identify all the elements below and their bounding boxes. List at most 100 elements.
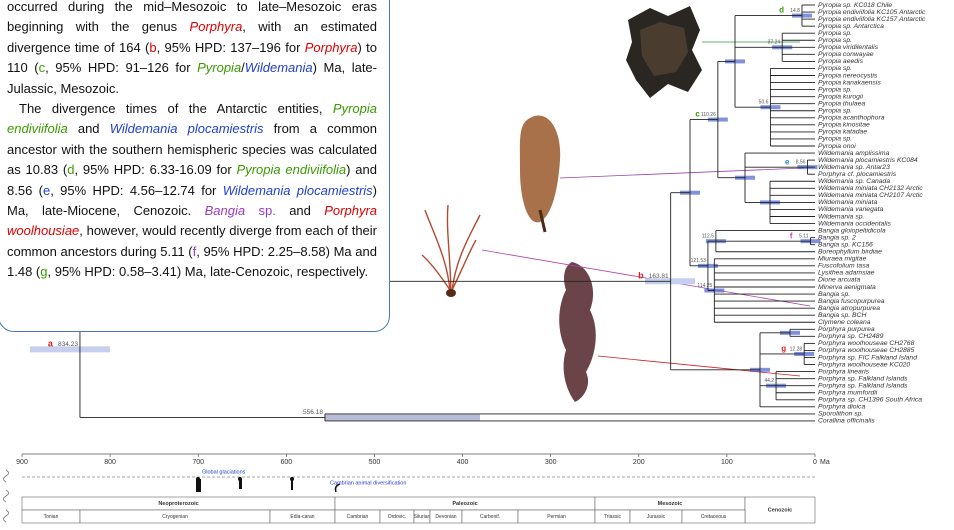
text-run: Pyropia [197, 60, 241, 75]
period-label: Carbonif. [480, 514, 500, 520]
text-run: Wildemania plocamiestris [110, 121, 264, 136]
taxon-label: Pyropia sp. Antarctica [818, 23, 884, 30]
taxon-label: Wildemania plocamiestris KC084 [818, 157, 918, 164]
node-age: 114.25 [697, 283, 712, 289]
node-age: 163.81 [649, 273, 669, 280]
taxon-label: Wildemania sp. Canada [818, 178, 890, 185]
taxon-label: Pyropia viridilentalis [818, 44, 879, 51]
text-box: occurred during the mid–Mesozoic to late… [0, 0, 390, 332]
taxon-label: Bangia sp. 2 [818, 234, 856, 241]
axis-unit: Ma [820, 459, 830, 466]
taxon-label: Wildemania variegata [818, 206, 884, 213]
taxon-label: Pyropia nereocystis [818, 72, 878, 79]
taxon-label: Pyropia kurogii [818, 93, 863, 100]
taxon-label: Wildemania sp. [818, 213, 865, 220]
taxon-label: Porphyra sp. FIC Falkland Island [818, 354, 917, 361]
taxon-label: Pyropia sp. [818, 136, 852, 143]
taxon-label: Corallina officinalis [818, 418, 875, 425]
taxon-label: Porphyra sp. Falkland Islands [818, 375, 908, 382]
taxon-label: Wildemania miniata CH2107 Arctic [818, 192, 923, 199]
taxon-label: Pyropia sp. [818, 30, 852, 37]
taxon-label: Pyropia sp. [818, 37, 852, 44]
tick-label: 100 [721, 459, 733, 466]
period-label: Devonian [435, 514, 456, 520]
taxon-label: Wildemania sp. Antar23 [818, 164, 890, 171]
taxon-label: Porphyra linearis [818, 368, 870, 375]
node-age: 50.6 [759, 100, 769, 106]
text-run: and [68, 121, 110, 136]
taxon-label: Porphyra sp. Falkland Islands [818, 382, 908, 389]
tick-label: 600 [280, 459, 292, 466]
period-label: Triassic [604, 514, 622, 520]
taxon-label: Pyropia endiviifolia KC157 Antarctic [818, 16, 926, 23]
text-run: , 95% HPD: 137–196 for [157, 40, 305, 55]
tick-label: 400 [457, 459, 469, 466]
taxon-label: Bangia gloiopeltidicola [818, 227, 886, 234]
hpd-bar [325, 414, 480, 420]
taxon-label: Minerva aenigmata [818, 284, 876, 291]
taxon-label: Bangia atropurpurea [818, 305, 880, 312]
taxon-label: Pyropia onoi [818, 143, 856, 150]
taxon-label: Clymene coleana [818, 319, 871, 326]
text-run: Wildemania plocamiestris [223, 183, 373, 198]
node-age: 14.8 [790, 8, 800, 14]
node-letter: d [779, 6, 784, 15]
text-run: sp. [245, 203, 276, 218]
taxon-label: Wildemania miniata CH2132 Arctic [818, 185, 923, 192]
node-letter: c [695, 110, 700, 119]
taxon-label: Bangia sp. KC156 [818, 241, 873, 248]
period-label: Cambrian [347, 514, 369, 520]
node-letter: f [790, 231, 793, 240]
node-age: 8.56 [796, 159, 806, 165]
annotation: Cambrian animal diversification [330, 480, 406, 486]
node-age: 5.11 [799, 234, 809, 240]
node-age: 110.26 [701, 112, 716, 118]
paragraph: occurred during the mid–Mesozoic to late… [7, 0, 377, 99]
node-age: 121.53 [691, 258, 707, 264]
text-run: , 95% HPD: 6.33-16.09 for [74, 162, 236, 177]
taxon-label: Dione arcuata [818, 277, 861, 284]
taxon-label: Bangia fuscopurpurea [818, 298, 885, 305]
tick-label: 500 [369, 459, 381, 466]
taxon-label: Porphyra cf. plocamiestris [818, 171, 897, 178]
text-run: , 95% HPD: 91–126 for [45, 60, 197, 75]
node-age: 37.24 [768, 40, 781, 46]
taxon-label: Pyropia acanthophora [818, 115, 885, 122]
period-label: Permian [547, 514, 566, 520]
taxon-label: Wildemania miniata [818, 199, 877, 206]
period-label: Silurian [414, 514, 431, 520]
taxon-label: Porphyra dioica [818, 404, 865, 411]
node-age: 112.5 [702, 234, 714, 240]
taxon-label: Wildemania occidentalis [818, 220, 891, 227]
taxon-label: Porphyra sp. CH1396 South Africa [818, 397, 922, 404]
specimen-photos [422, 6, 702, 402]
period-label: Cretaceous [701, 514, 727, 520]
taxon-label: Porphyra purpurea [818, 326, 875, 333]
taxon-label: Pyropia endiviifolia KC105 Antarctic [818, 9, 926, 16]
taxon-label: Porphyra woolhouseae CH2768 [818, 340, 915, 347]
taxon-label: Pyropia conwayae [818, 51, 874, 58]
taxon-label: Pyropia katadae [818, 129, 867, 136]
text-run: Bangia [205, 203, 245, 218]
era-label: Cenozoic [768, 507, 792, 513]
era-label: Mesozoic [658, 501, 683, 507]
paragraph: The divergence times of the Antarctic en… [7, 99, 377, 283]
taxon-label: Porphyra woolhouseae KC020 [818, 361, 910, 368]
taxon-label: Pyropia sp. [818, 86, 852, 93]
text-run: Porphyra [305, 40, 358, 55]
taxon-label: Bangia sp. [818, 291, 850, 298]
text-run: , 95% HPD: 4.56–12.74 for [50, 183, 223, 198]
period-label: Tonian [44, 514, 59, 520]
taxon-label: Pyropia sp. [818, 65, 852, 72]
tick-label: 0 [813, 459, 817, 466]
node-letter: b [638, 271, 644, 281]
node-age: 834.23 [58, 341, 78, 348]
text-run: Wildemania [245, 60, 313, 75]
taxon-label: Pyropia thulaea [818, 100, 865, 107]
taxon-label: Pyropia sp. KC018 Chile [818, 2, 892, 9]
tick-label: 200 [633, 459, 645, 466]
node-age: 12.28 [790, 346, 803, 352]
node-letter: g [781, 344, 786, 353]
node-age: 556.18 [303, 409, 323, 416]
node-letter: e [785, 157, 790, 166]
